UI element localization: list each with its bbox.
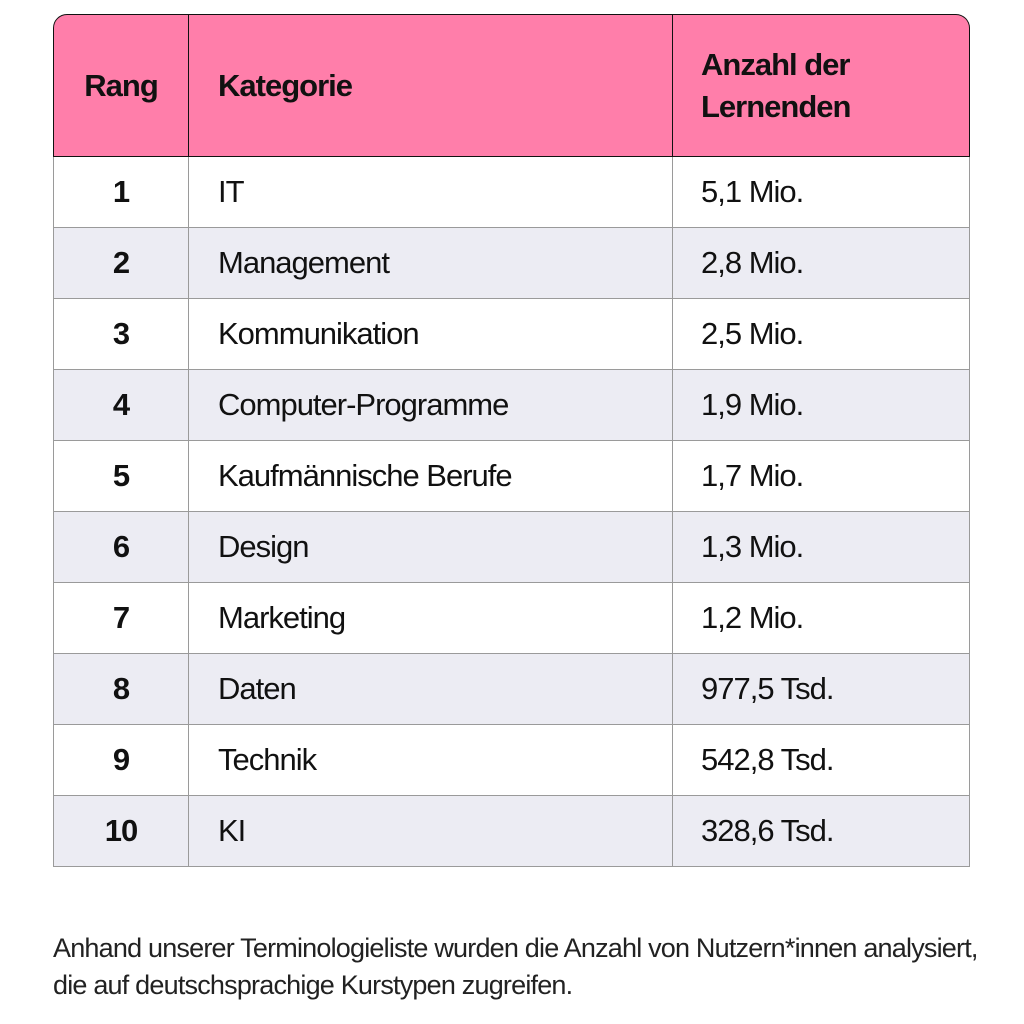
learner-count-cell: 977,5 Tsd. [673,654,970,725]
learner-count-cell: 328,6 Tsd. [673,796,970,867]
rank-cell: 7 [53,583,189,654]
category-cell: Management [189,228,673,299]
learner-count-cell: 2,5 Mio. [673,299,970,370]
table-body: 1 IT 5,1 Mio. 2 Management 2,8 Mio. 3 Ko… [53,157,970,867]
category-cell: KI [189,796,673,867]
rank-cell: 1 [53,157,189,228]
category-cell: Marketing [189,583,673,654]
learner-count-cell: 2,8 Mio. [673,228,970,299]
category-cell: IT [189,157,673,228]
category-cell: Daten [189,654,673,725]
header-row: Rang Kategorie Anzahl der Lernenden [53,14,970,157]
table-row: 10 KI 328,6 Tsd. [53,796,970,867]
table-row: 6 Design 1,3 Mio. [53,512,970,583]
table-row: 8 Daten 977,5 Tsd. [53,654,970,725]
header-category: Kategorie [189,14,673,157]
learner-count-cell: 5,1 Mio. [673,157,970,228]
ranking-table-container: Rang Kategorie Anzahl der Lernenden 1 IT… [53,14,970,867]
table-row: 5 Kaufmännische Berufe 1,7 Mio. [53,441,970,512]
table-row: 1 IT 5,1 Mio. [53,157,970,228]
rank-cell: 9 [53,725,189,796]
learner-count-cell: 1,2 Mio. [673,583,970,654]
rank-cell: 10 [53,796,189,867]
learner-count-cell: 542,8 Tsd. [673,725,970,796]
learner-count-cell: 1,7 Mio. [673,441,970,512]
category-cell: Design [189,512,673,583]
rank-cell: 5 [53,441,189,512]
header-learner-count: Anzahl der Lernenden [673,14,970,157]
footnote: Anhand unserer Terminologieliste wurden … [53,933,978,1000]
category-cell: Kaufmännische Berufe [189,441,673,512]
category-cell: Kommunikation [189,299,673,370]
learner-count-cell: 1,3 Mio. [673,512,970,583]
category-cell: Technik [189,725,673,796]
ranking-table: Rang Kategorie Anzahl der Lernenden 1 IT… [53,14,970,867]
header-learner-count-label: Anzahl der Lernenden [701,46,851,124]
rank-cell: 4 [53,370,189,441]
table-row: 7 Marketing 1,2 Mio. [53,583,970,654]
table-row: 2 Management 2,8 Mio. [53,228,970,299]
rank-cell: 8 [53,654,189,725]
table-row: 4 Computer-Programme 1,9 Mio. [53,370,970,441]
learner-count-cell: 1,9 Mio. [673,370,970,441]
header-rank: Rang [53,14,189,157]
table-row: 9 Technik 542,8 Tsd. [53,725,970,796]
rank-cell: 2 [53,228,189,299]
rank-cell: 3 [53,299,189,370]
table-header: Rang Kategorie Anzahl der Lernenden [53,14,970,157]
table-row: 3 Kommunikation 2,5 Mio. [53,299,970,370]
category-cell: Computer-Programme [189,370,673,441]
rank-cell: 6 [53,512,189,583]
